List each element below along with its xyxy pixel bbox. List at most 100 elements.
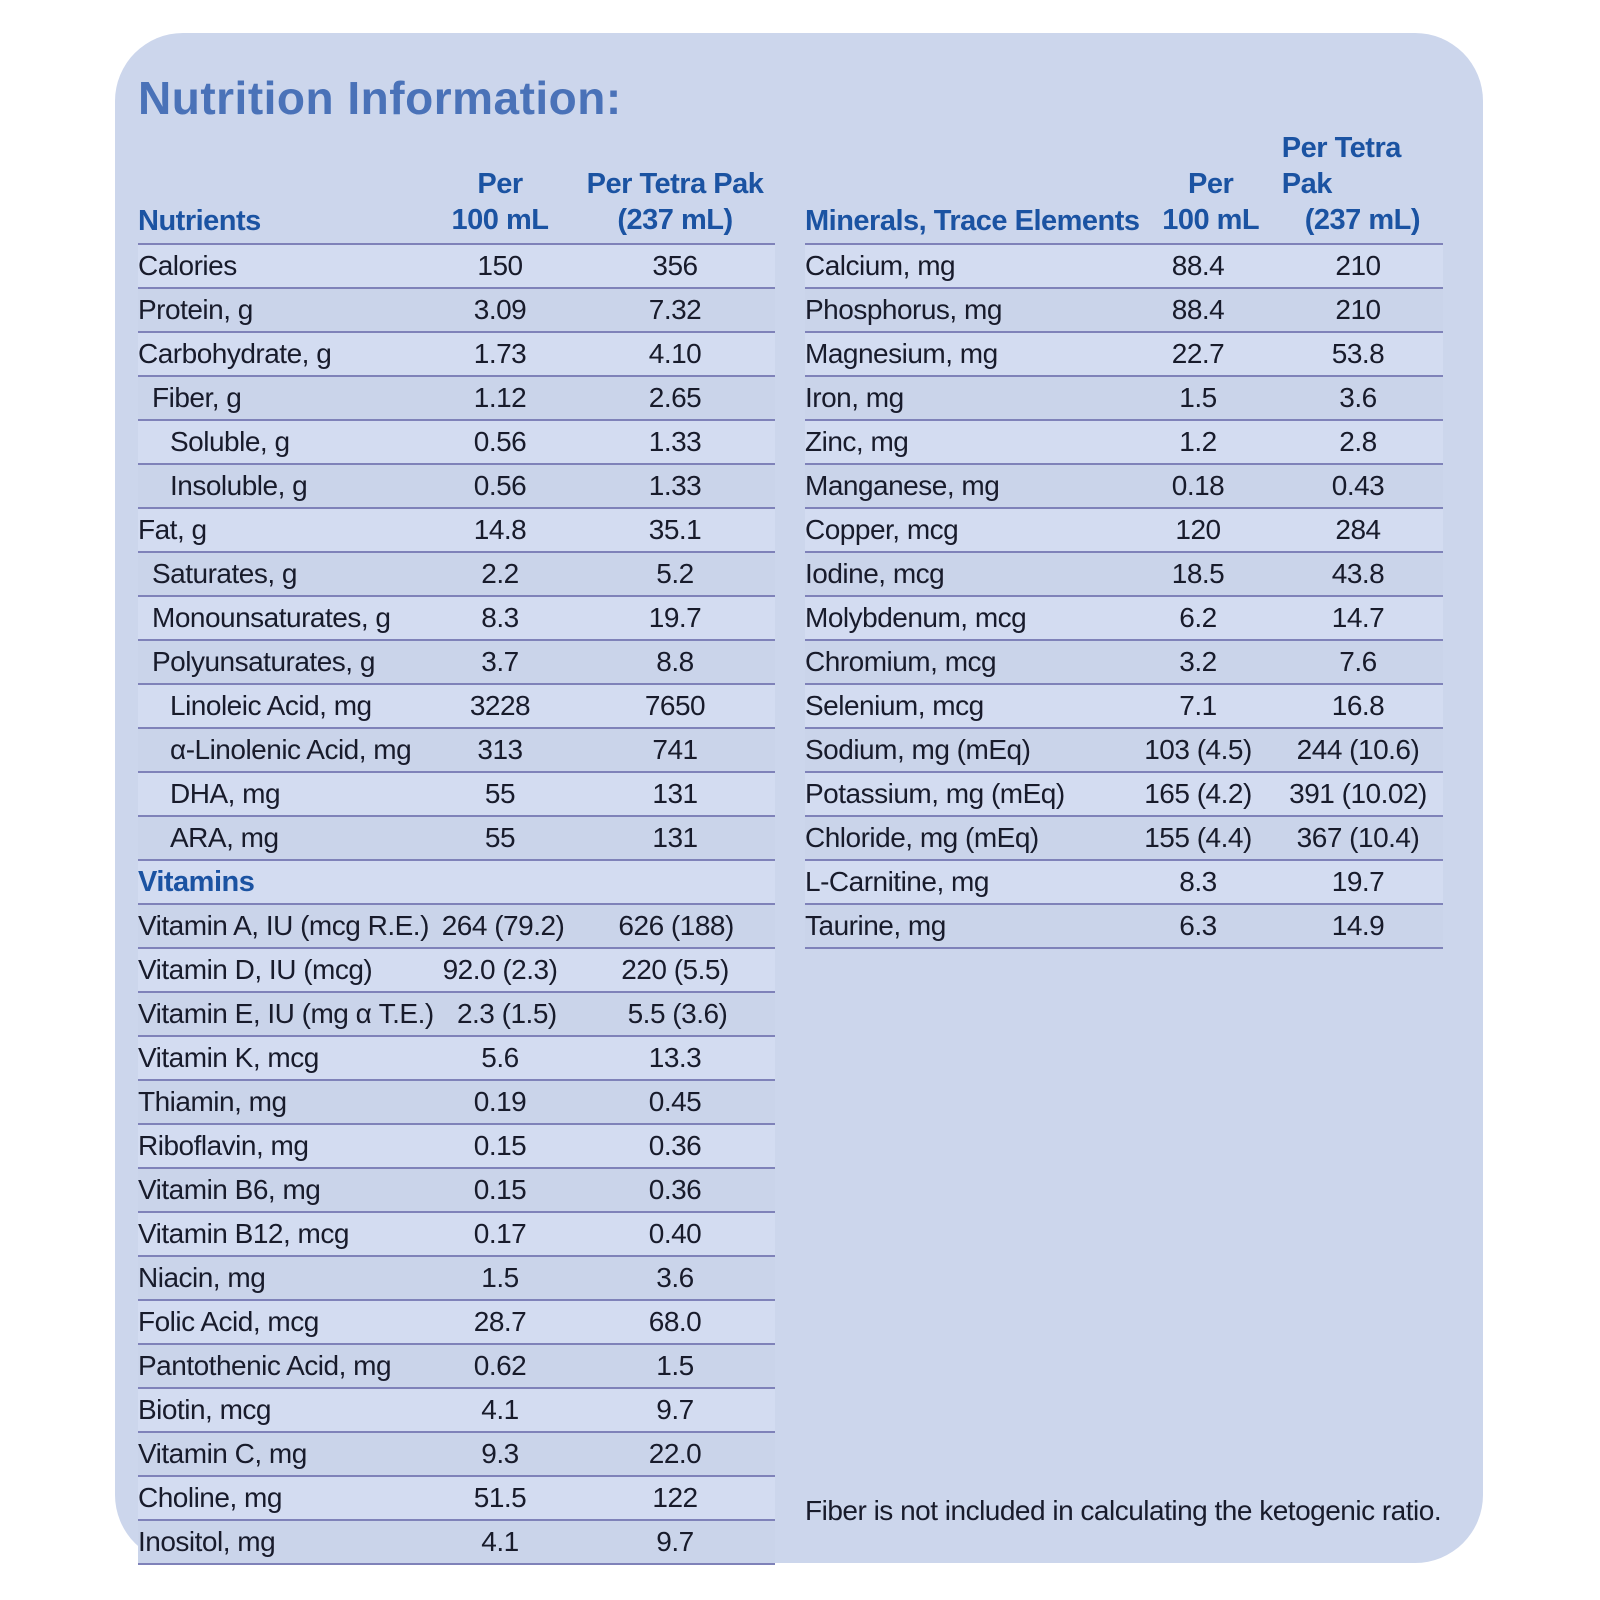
row-label: Thiamin, mg — [138, 1086, 287, 1117]
column-header-minerals: Minerals, Trace Elements — [805, 205, 1140, 237]
value-per-tetra-pak: 0.45 — [648, 1086, 702, 1117]
row-label: Insoluble, g — [170, 470, 308, 501]
value-per-tetra-pak: 356 — [652, 250, 698, 281]
value-per-tetra-pak: 0.36 — [648, 1130, 702, 1161]
row-label: Vitamin K, mcg — [138, 1042, 319, 1073]
value-per-100ml: 8.3 — [481, 602, 519, 633]
row-label: Niacin, mg — [138, 1262, 266, 1293]
table-row: Thiamin, mg 0.19 0.45 — [138, 1081, 775, 1125]
value-per-tetra-pak: 741 — [652, 734, 698, 765]
value-per-100ml: 0.18 — [1171, 470, 1225, 501]
table-row: Insoluble, g 0.56 1.33 — [138, 465, 775, 509]
row-label: Carbohydrate, g — [138, 338, 332, 369]
table-row: Monounsaturates, g 8.3 19.7 — [138, 597, 775, 641]
value-per-100ml: 0.19 — [473, 1086, 527, 1117]
value-per-tetra-pak: 19.7 — [1331, 866, 1385, 897]
value-per-tetra-pak: 122 — [652, 1482, 698, 1513]
value-per-tetra-pak: 9.7 — [656, 1526, 694, 1557]
row-label: Protein, g — [138, 294, 253, 325]
value-per-100ml: 1.2 — [1179, 426, 1217, 457]
row-label: Selenium, mcg — [805, 690, 984, 721]
table-row: ARA, mg 55 131 — [138, 817, 775, 861]
value-per-tetra-pak: 53.8 — [1331, 338, 1385, 369]
value-per-100ml: 22.7 — [1171, 338, 1225, 369]
table-row: Iron, mg 1.5 3.6 — [805, 377, 1443, 421]
value-per-100ml: 9.3 — [481, 1438, 519, 1469]
row-label: Fiber, g — [152, 382, 242, 413]
nutrition-panel: Nutrition Information: Nutrients Per 100… — [115, 33, 1483, 1565]
table-row: DHA, mg 55 131 — [138, 773, 775, 817]
value-per-tetra-pak: 367 (10.4) — [1296, 822, 1420, 853]
table-row: Vitamin A, IU (mcg R.E.) 264 (79.2) 626 (1… — [138, 905, 775, 949]
value-per-100ml: 0.15 — [473, 1130, 527, 1161]
row-label: Vitamin B12, mcg — [138, 1218, 349, 1249]
row-label: Riboflavin, mg — [138, 1130, 309, 1161]
table-row: Biotin, mcg 4.1 9.7 — [138, 1389, 775, 1433]
row-label: Copper, mcg — [805, 514, 959, 545]
table-row: L-Carnitine, mg 8.3 19.7 — [805, 861, 1443, 905]
row-label: Choline, mg — [138, 1482, 282, 1513]
table-row: Inositol, mg 4.1 9.7 — [138, 1521, 775, 1565]
value-per-tetra-pak: 2.8 — [1339, 426, 1377, 457]
row-label: Vitamin D, IU (mcg) — [138, 954, 373, 985]
value-per-100ml: 55 — [484, 822, 516, 853]
value-per-tetra-pak: 3.6 — [656, 1262, 694, 1293]
value-per-100ml: 1.73 — [473, 338, 527, 369]
value-per-100ml: 0.56 — [473, 426, 527, 457]
row-label: Manganese, mg — [805, 470, 1000, 501]
value-per-100ml: 2.3 (1.5) — [456, 998, 557, 1029]
value-per-100ml: 313 — [477, 734, 523, 765]
row-label: Iron, mg — [805, 382, 904, 413]
value-per-100ml: 7.1 — [1179, 690, 1217, 721]
value-per-100ml: 88.4 — [1171, 250, 1225, 281]
row-label: Potassium, mg (mEq) — [805, 778, 1065, 809]
value-per-tetra-pak: 22.0 — [648, 1438, 702, 1469]
value-per-100ml: 165 (4.2) — [1144, 778, 1252, 809]
value-per-tetra-pak: 391 (10.02) — [1289, 778, 1427, 809]
column-header-per-tetra-pak: Per Tetra Pak (237 mL) — [586, 168, 764, 236]
value-per-tetra-pak: 0.43 — [1331, 470, 1385, 501]
value-per-tetra-pak: 43.8 — [1331, 558, 1385, 589]
value-per-tetra-pak: 220 (5.5) — [621, 954, 729, 985]
table-row: Calories 150 356 — [138, 245, 775, 289]
table-row: Vitamin B6, mg 0.15 0.36 — [138, 1169, 775, 1213]
value-per-tetra-pak: 2.65 — [648, 382, 702, 413]
table-row: Taurine, mg 6.3 14.9 — [805, 905, 1443, 949]
table-row: Manganese, mg 0.18 0.43 — [805, 465, 1443, 509]
table-row: Vitamin E, IU (mg α T.E.) 2.3 (1.5) 5.5 (3… — [138, 993, 775, 1037]
value-per-100ml: 2.2 — [481, 558, 519, 589]
value-per-tetra-pak: 13.3 — [648, 1042, 702, 1073]
value-per-100ml: 28.7 — [473, 1306, 527, 1337]
table-row: Fat, g 14.8 35.1 — [138, 509, 775, 553]
table-row: Linoleic Acid, mg 3228 7650 — [138, 685, 775, 729]
row-label: Chloride, mg (mEq) — [805, 822, 1039, 853]
table-row: Polyunsaturates, g 3.7 8.8 — [138, 641, 775, 685]
table-row: α-Linolenic Acid, mg 313 741 — [138, 729, 775, 773]
row-label: Pantothenic Acid, mg — [138, 1350, 392, 1381]
row-label: L-Carnitine, mg — [805, 866, 989, 897]
nutrients-table-body: Calories 150 356 Protein, g 3.09 7.32 Carbohyd… — [138, 245, 775, 1565]
value-per-tetra-pak: 244 (10.6) — [1296, 734, 1420, 765]
value-per-100ml: 103 (4.5) — [1144, 734, 1252, 765]
row-label: Linoleic Acid, mg — [170, 690, 372, 721]
table-row: Magnesium, mg 22.7 53.8 — [805, 333, 1443, 377]
table-row: Vitamin K, mcg 5.6 13.3 — [138, 1037, 775, 1081]
column-header-per-tetra-pak: Per Tetra Pak (237 mL) — [1281, 132, 1421, 236]
column-header-per-100ml: Per 100 mL — [451, 168, 549, 236]
value-per-100ml: 155 (4.4) — [1144, 822, 1252, 853]
table-row: Potassium, mg (mEq) 165 (4.2) 391 (10.02) — [805, 773, 1443, 817]
value-per-100ml: 6.2 — [1179, 602, 1217, 633]
table-row: Iodine, mcg 18.5 43.8 — [805, 553, 1443, 597]
row-label: Sodium, mg (mEq) — [805, 734, 1031, 765]
value-per-tetra-pak: 0.36 — [648, 1174, 702, 1205]
value-per-100ml: 88.4 — [1171, 294, 1225, 325]
table-row: Soluble, g 0.56 1.33 — [138, 421, 775, 465]
column-header-nutrients: Nutrients — [138, 205, 261, 237]
value-per-100ml: 1.5 — [481, 1262, 519, 1293]
value-per-100ml: 92.0 (2.3) — [442, 954, 558, 985]
value-per-tetra-pak: 1.33 — [648, 426, 702, 457]
value-per-tetra-pak: 210 — [1335, 294, 1381, 325]
table-row: Chromium, mcg 3.2 7.6 — [805, 641, 1443, 685]
row-label: Biotin, mcg — [138, 1394, 272, 1425]
